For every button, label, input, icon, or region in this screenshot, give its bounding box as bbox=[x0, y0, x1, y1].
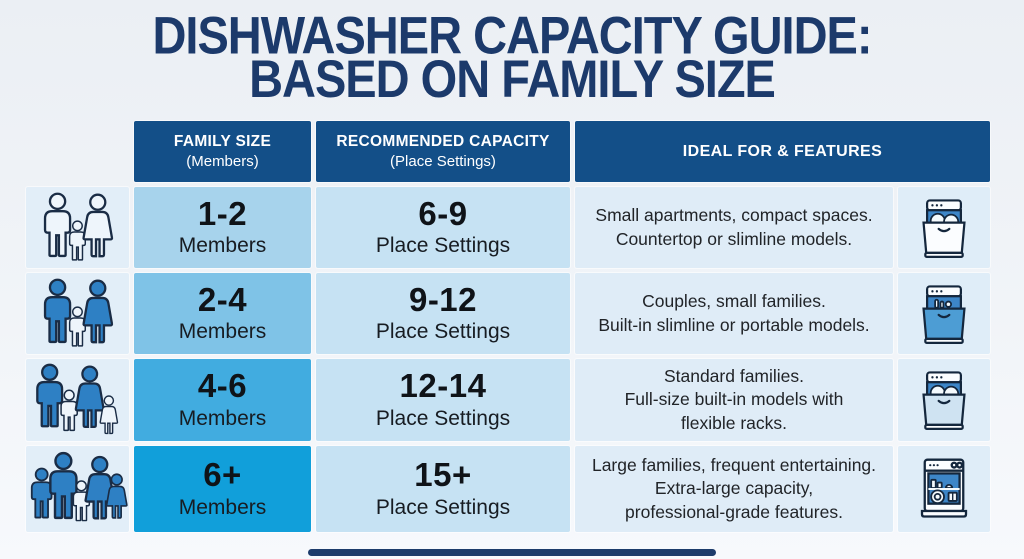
family-icon-cell-row1 bbox=[26, 187, 129, 268]
members-cell-row1: 1-2 Members bbox=[134, 187, 311, 268]
header-ideal-for-features: IDEAL FOR & FEATURES bbox=[575, 121, 990, 182]
members-cell-row4: 6+ Members bbox=[134, 446, 311, 532]
family-couple-with-child-filled-icon bbox=[43, 278, 113, 347]
members-range: 6+ bbox=[203, 456, 242, 494]
members-cell-row2: 2-4 Members bbox=[134, 273, 311, 354]
members-cell-row3: 4-6 Members bbox=[134, 359, 311, 441]
members-range: 4-6 bbox=[197, 367, 248, 405]
capacity-label: Place Settings bbox=[375, 495, 511, 519]
header-family-size-line2: (Members) bbox=[186, 153, 259, 170]
capacity-cell-row1: 6-9 Place Settings bbox=[316, 187, 570, 268]
header-recommended-capacity-line1: RECOMMENDED CAPACITY bbox=[336, 133, 550, 150]
family-couple-with-child-outline-icon bbox=[43, 192, 113, 261]
members-range: 2-4 bbox=[197, 280, 248, 318]
features-cell-row4: Large families, frequent entertaining. E… bbox=[575, 446, 893, 532]
members-label: Members bbox=[178, 234, 267, 258]
capacity-cell-row3: 12-14 Place Settings bbox=[316, 359, 570, 441]
slimline-dishwasher-icon bbox=[922, 284, 966, 344]
header-recommended-capacity-line2: (Place Settings) bbox=[390, 153, 496, 170]
capacity-range: 9-12 bbox=[408, 280, 478, 318]
capacity-label: Place Settings bbox=[375, 234, 511, 258]
dishwasher-icon-cell-row2 bbox=[898, 273, 990, 354]
capacity-cell-row4: 15+ Place Settings bbox=[316, 446, 570, 532]
features-text: Small apartments, compact spaces. Counte… bbox=[595, 205, 873, 249]
capacity-label: Place Settings bbox=[375, 406, 511, 430]
family-icon-cell-row4 bbox=[26, 446, 129, 532]
members-label: Members bbox=[178, 320, 267, 344]
header-family-size: FAMILY SIZE (Members) bbox=[134, 121, 311, 182]
professional-dishwasher-icon bbox=[920, 458, 968, 518]
family-icon-cell-row2 bbox=[26, 273, 129, 354]
capacity-range: 15+ bbox=[414, 456, 472, 494]
features-text: Large families, frequent entertaining. E… bbox=[591, 455, 877, 522]
header-ideal-for-features-line1: IDEAL FOR & FEATURES bbox=[682, 142, 883, 160]
members-range: 1-2 bbox=[197, 194, 248, 232]
capacity-label: Place Settings bbox=[375, 320, 511, 344]
dishwasher-icon-cell-row1 bbox=[898, 187, 990, 268]
capacity-range: 6-9 bbox=[418, 194, 468, 232]
features-cell-row2: Couples, small families. Built-in slimli… bbox=[575, 273, 893, 354]
capacity-range: 12-14 bbox=[399, 367, 487, 405]
page-title: DISHWASHER CAPACITY GUIDE: BASED ON FAMI… bbox=[0, 5, 1024, 109]
large-family-five-members-icon bbox=[30, 451, 128, 522]
page-title-line2: BASED ON FAMILY SIZE bbox=[249, 48, 776, 109]
family-two-adults-two-children-icon bbox=[35, 363, 118, 435]
members-label: Members bbox=[178, 495, 267, 519]
features-cell-row1: Small apartments, compact spaces. Counte… bbox=[575, 187, 893, 268]
dishwasher-icon-cell-row4 bbox=[898, 446, 990, 532]
dishwasher-icon-cell-row3 bbox=[898, 359, 990, 441]
features-text: Couples, small families. Built-in slimli… bbox=[598, 291, 870, 335]
header-recommended-capacity: RECOMMENDED CAPACITY (Place Settings) bbox=[316, 121, 570, 182]
capacity-cell-row2: 9-12 Place Settings bbox=[316, 273, 570, 354]
members-label: Members bbox=[178, 406, 267, 430]
footer-accent-bar bbox=[308, 549, 716, 556]
features-cell-row3: Standard families. Full-size built-in mo… bbox=[575, 359, 893, 441]
capacity-table: FAMILY SIZE (Members) RECOMMENDED CAPACI… bbox=[26, 121, 990, 532]
countertop-dishwasher-icon bbox=[922, 198, 966, 258]
features-text: Standard families. Full-size built-in mo… bbox=[624, 366, 844, 433]
full-size-dishwasher-icon bbox=[922, 371, 966, 430]
page-title-line1: DISHWASHER CAPACITY GUIDE: bbox=[152, 5, 872, 65]
family-icon-cell-row3 bbox=[26, 359, 129, 441]
header-family-size-line1: FAMILY SIZE bbox=[173, 133, 272, 150]
